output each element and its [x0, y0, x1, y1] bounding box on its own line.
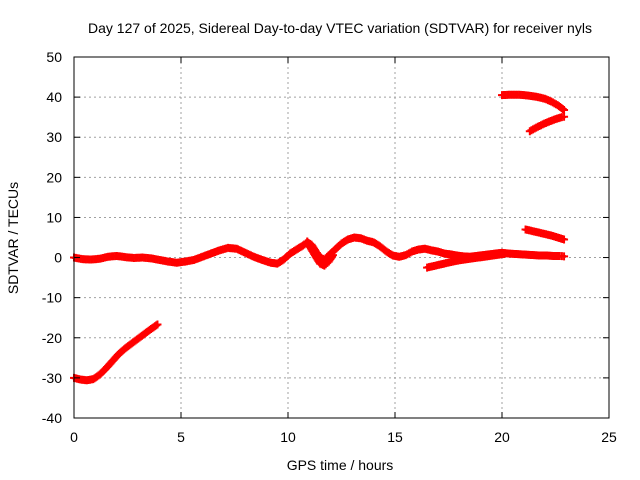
- y-tick-label: 0: [54, 250, 62, 266]
- data-point: [153, 320, 162, 329]
- y-tick-label: 50: [46, 49, 62, 65]
- series-sat-a-low: [70, 320, 162, 385]
- data-point: [560, 235, 569, 244]
- x-tick-label: 10: [280, 429, 296, 445]
- x-axis-label: GPS time / hours: [287, 457, 394, 473]
- y-tick-label: 40: [46, 89, 62, 105]
- data-points: [70, 90, 569, 385]
- series-sat-e-rise: [525, 112, 569, 136]
- y-tick-label: -20: [42, 330, 62, 346]
- data-point: [560, 105, 569, 114]
- chart-title: Day 127 of 2025, Sidereal Day-to-day VTE…: [88, 20, 592, 36]
- series-sat-c-rising: [423, 249, 509, 272]
- x-tick-label: 25: [601, 429, 617, 445]
- y-tick-label: 10: [46, 209, 62, 225]
- y-tick-label: -10: [42, 290, 62, 306]
- y-axis-label: SDTVAR / TECUs: [5, 182, 21, 294]
- series-sat-f-mid: [521, 225, 569, 244]
- series-sat-d-high: [498, 90, 569, 114]
- y-tick-label: 30: [46, 129, 62, 145]
- data-point: [560, 112, 569, 121]
- x-tick-label: 15: [387, 429, 403, 445]
- x-tick-label: 20: [494, 429, 510, 445]
- y-tick-label: 20: [46, 169, 62, 185]
- x-tick-label: 0: [70, 429, 78, 445]
- y-axis-ticks: -40 -30 -20 -10 0 10 20 30 40 50: [42, 49, 609, 426]
- x-axis-ticks: 0 5 10 15 20 25: [70, 57, 617, 445]
- plot-frame: [73, 56, 610, 419]
- data-point: [328, 251, 337, 260]
- data-point: [500, 249, 509, 258]
- series-sat-b-loop: [303, 237, 337, 270]
- y-tick-label: -30: [42, 370, 62, 386]
- data-point: [560, 252, 569, 261]
- x-tick-label: 5: [177, 429, 185, 445]
- y-tick-label: -40: [42, 410, 62, 426]
